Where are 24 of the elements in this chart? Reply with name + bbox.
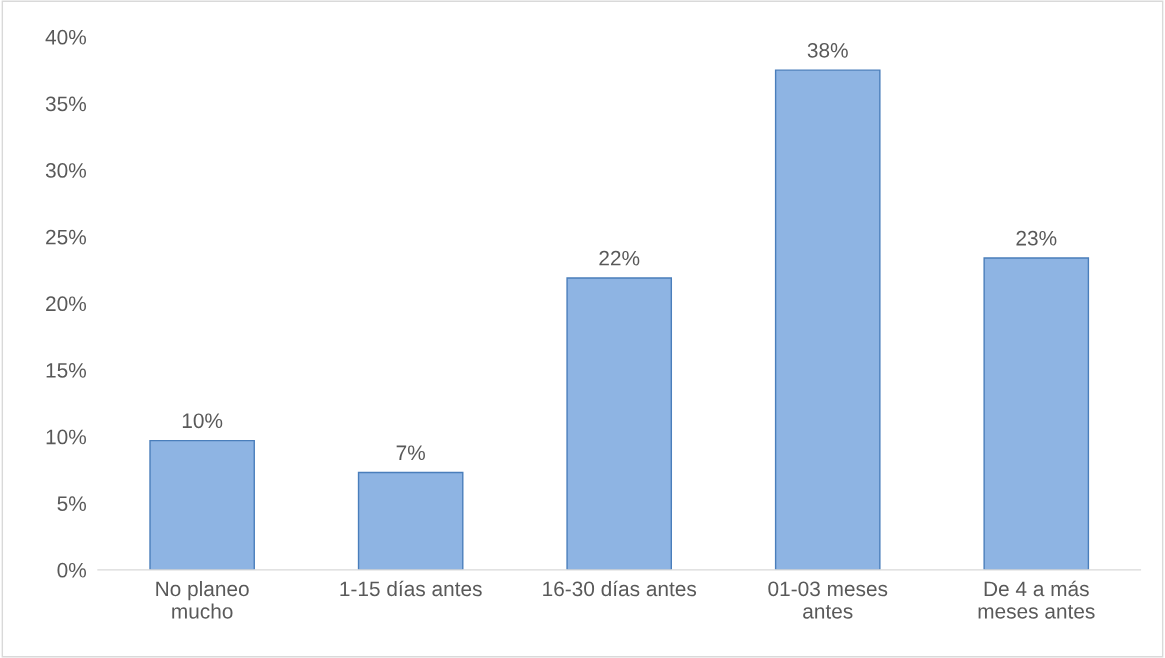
data-label: 23%: [1016, 230, 1057, 246]
bar: [774, 69, 881, 570]
y-tick-label: 15%: [46, 363, 87, 378]
bar: [566, 277, 673, 570]
x-tick-label: 01-03 meses antes: [768, 581, 888, 619]
y-tick-label: 5%: [57, 496, 87, 511]
x-tick-label: No planeo mucho: [156, 580, 249, 619]
y-tick-label: 35%: [45, 96, 87, 112]
data-label: 38%: [807, 42, 848, 58]
data-label: 7%: [396, 445, 425, 461]
y-tick-label: 40%: [45, 29, 87, 45]
x-tick-label: 16-30 días antes: [543, 580, 697, 597]
bar: [357, 471, 464, 570]
data-label: 10%: [182, 413, 223, 429]
y-tick-label: 0%: [57, 562, 87, 578]
y-tick-label: 10%: [46, 429, 87, 445]
bar: [149, 439, 255, 570]
y-tick-label: 30%: [45, 163, 87, 178]
bar: [983, 257, 1090, 570]
x-tick-label: 1-15 días antes: [340, 580, 482, 597]
data-label: 22%: [599, 250, 640, 266]
x-tick-label: De 4 a más meses antes: [978, 580, 1095, 619]
y-tick-label: 20%: [46, 296, 87, 312]
y-tick-label: 25%: [46, 229, 87, 245]
